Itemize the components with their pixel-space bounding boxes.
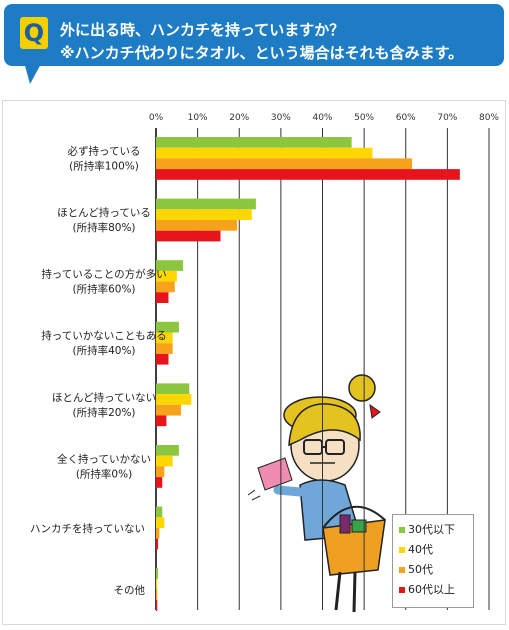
bar xyxy=(156,137,352,148)
bar xyxy=(156,589,158,601)
bar xyxy=(156,343,173,354)
bar xyxy=(156,578,158,590)
category-label: 全く持っていかない xyxy=(57,452,151,465)
category-label: 持っていかないこともある xyxy=(41,329,166,342)
category-label: ハンカチを持っていない xyxy=(30,522,145,535)
legend-swatch xyxy=(399,527,405,533)
legend-swatch xyxy=(399,567,405,573)
bar xyxy=(156,147,373,159)
bar xyxy=(156,600,158,611)
bar xyxy=(156,538,159,550)
category-sublabel: (所持率0%) xyxy=(76,467,132,480)
bar xyxy=(156,506,163,518)
bar xyxy=(156,321,179,333)
x-tick-label: 40% xyxy=(312,113,332,123)
category-sublabel: (所持率40%) xyxy=(72,344,135,357)
bar xyxy=(156,209,252,220)
category-sublabel: (所持率80%) xyxy=(72,221,135,234)
chart-frame xyxy=(2,100,506,625)
bar xyxy=(156,230,221,242)
bar xyxy=(156,169,460,180)
bar xyxy=(156,383,190,395)
x-tick-label: 80% xyxy=(479,113,499,123)
category-label: その他 xyxy=(114,584,146,597)
legend-swatch xyxy=(399,547,405,553)
x-tick-label: 10% xyxy=(188,113,208,123)
x-tick-label: 30% xyxy=(271,113,291,123)
category-label: ほとんど持っていない xyxy=(52,391,156,404)
category-sublabel: (所持率100%) xyxy=(69,159,139,172)
legend-label: 50代 xyxy=(408,563,433,576)
bar xyxy=(156,220,238,231)
bar xyxy=(156,517,165,528)
bar xyxy=(156,260,184,271)
question-banner: Q 外に出る時、ハンカチを持っていますか？ ※ハンカチ代わりにタオル、という場合… xyxy=(4,4,504,66)
bar xyxy=(156,292,169,303)
x-tick-label: 0% xyxy=(149,113,164,123)
legend: 30代以下 40代 50代 60代以上 xyxy=(392,514,474,608)
question-line-1: 外に出る時、ハンカチを持っていますか？ xyxy=(60,21,345,39)
legend-item: 30代以下 xyxy=(399,522,455,538)
bar xyxy=(156,466,165,478)
x-tick-label: 70% xyxy=(437,113,457,123)
category-sublabel: (所持率60%) xyxy=(72,283,135,296)
q-badge: Q xyxy=(20,17,48,49)
legend-label: 60代以上 xyxy=(408,583,455,596)
bar xyxy=(156,445,179,456)
category-label: 必ず持っている xyxy=(68,144,141,157)
category-sublabel: (所持率20%) xyxy=(72,406,135,419)
banner-tail xyxy=(24,62,42,84)
legend-swatch xyxy=(399,587,405,593)
question-line-2: ※ハンカチ代わりにタオル、という場合はそれも含みます。 xyxy=(60,44,464,62)
bar xyxy=(156,455,173,467)
bar xyxy=(156,568,159,579)
x-tick-labels: 0% 10% 20% 30% 40% 50% 60% 70% 80% xyxy=(149,113,500,123)
category-label: 持っていることの方が多い xyxy=(41,268,166,281)
legend-item: 60代以上 xyxy=(399,582,455,598)
woman-illustration xyxy=(247,374,386,613)
bar xyxy=(156,415,167,427)
bar xyxy=(156,404,181,416)
bar xyxy=(156,353,169,365)
bar xyxy=(156,332,173,344)
x-tick-label: 50% xyxy=(354,113,374,123)
bars-layer xyxy=(156,137,460,611)
bar xyxy=(156,281,175,293)
legend-label: 40代 xyxy=(408,543,433,556)
bar xyxy=(156,198,256,210)
bar xyxy=(156,158,412,170)
x-tick-label: 60% xyxy=(396,113,416,123)
category-label: ほとんど持っている xyxy=(57,206,151,219)
bar xyxy=(156,270,177,282)
legend-item: 50代 xyxy=(399,562,433,578)
category-labels: 必ず持っている (所持率100%) ほとんど持っている (所持率80%) 持っていること… xyxy=(30,144,167,596)
legend-label: 30代以下 xyxy=(408,523,455,536)
bar xyxy=(156,394,192,405)
legend-item: 40代 xyxy=(399,542,433,558)
x-tick-label: 20% xyxy=(229,113,249,123)
bar xyxy=(156,528,160,539)
bar xyxy=(156,477,163,488)
